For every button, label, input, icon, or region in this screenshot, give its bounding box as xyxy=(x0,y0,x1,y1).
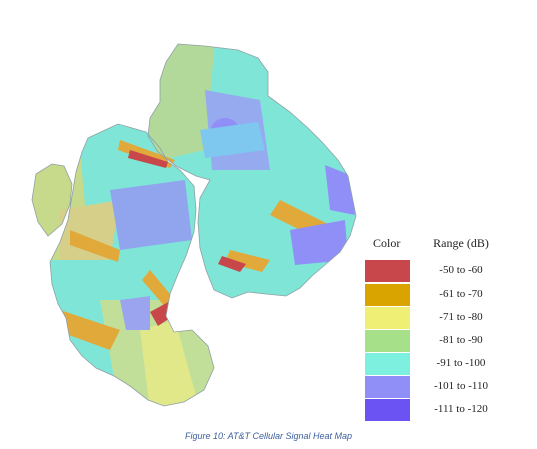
legend-row: -111 to -120 xyxy=(365,399,505,421)
legend-row: -61 to -70 xyxy=(365,284,505,306)
legend-range: -81 to -90 xyxy=(439,334,483,346)
figure-caption: Figure 10: AT&T Cellular Signal Heat Map xyxy=(184,431,353,441)
legend-swatch xyxy=(365,399,410,421)
legend-row: -81 to -90 xyxy=(365,330,505,352)
legend-row: -101 to -110 xyxy=(365,376,505,398)
legend-swatch xyxy=(365,376,410,398)
legend-range: -71 to -80 xyxy=(439,311,483,323)
legend-swatch xyxy=(365,353,410,375)
legend-range: -50 to -60 xyxy=(439,264,483,276)
legend-swatch xyxy=(365,260,410,282)
legend-swatch xyxy=(365,330,410,352)
legend-row: -91 to -100 xyxy=(365,353,505,375)
legend-range: -91 to -100 xyxy=(436,357,486,369)
coastline xyxy=(31,43,357,407)
legend-color-header: Color xyxy=(373,236,401,250)
legend-range: -111 to -120 xyxy=(434,403,488,415)
legend-swatch xyxy=(365,307,410,329)
legend-row: -71 to -80 xyxy=(365,307,505,329)
legend-range-header: Range (dB) xyxy=(433,236,489,250)
legend-swatch xyxy=(365,284,410,306)
legend-range: -61 to -70 xyxy=(439,288,483,300)
legend-row: -50 to -60 xyxy=(365,260,505,282)
legend-range: -101 to -110 xyxy=(434,380,488,392)
